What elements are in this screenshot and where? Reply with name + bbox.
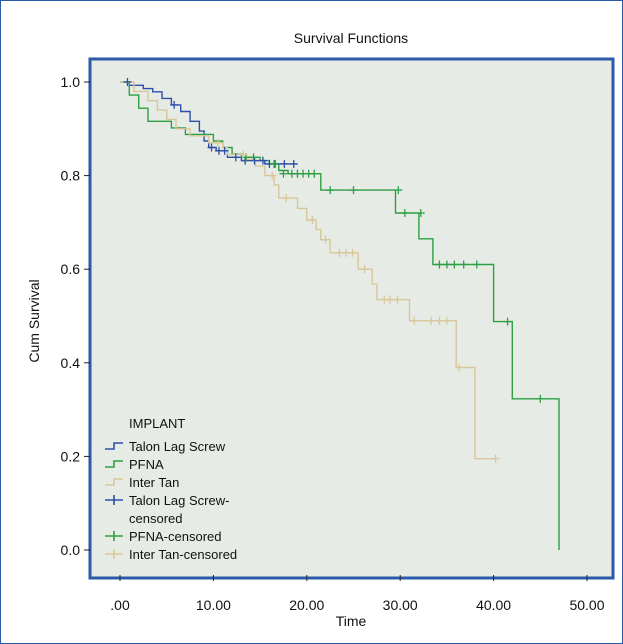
y-tick-label: 0.4 xyxy=(61,355,81,371)
x-tick-label: .00 xyxy=(110,597,130,613)
legend-title: IMPLANT xyxy=(129,416,185,431)
x-tick-label: 50.00 xyxy=(569,597,604,613)
legend-swatch-line xyxy=(105,478,123,486)
censor-mark-pfna xyxy=(279,169,288,178)
y-tick-label: 0.0 xyxy=(61,542,81,558)
x-tick-label: 20.00 xyxy=(289,597,324,613)
censor-mark-inter-tan xyxy=(410,316,419,325)
censor-mark-inter-tan xyxy=(360,265,369,274)
censor-mark-pfna xyxy=(249,153,258,162)
censor-mark-pfna xyxy=(459,260,468,269)
censor-mark-talon-lag-screw xyxy=(170,100,179,109)
axes-layer: .00 10.00 20.00 30.00 40.00 50.00 0.0 0.2 0.4 0.6… xyxy=(61,74,605,613)
censor-mark-pfna xyxy=(435,260,444,269)
legend-swatch-line xyxy=(105,442,123,450)
censor-mark-pfna xyxy=(326,186,335,195)
y-tick-label: 1.0 xyxy=(61,74,81,90)
legend-label-cont: censored xyxy=(129,511,182,526)
x-axis-label: Time xyxy=(336,613,367,629)
censor-mark-inter-tan xyxy=(268,171,277,180)
legend-swatch-line xyxy=(105,460,123,468)
legend-label: Talon Lag Screw xyxy=(129,439,226,454)
censor-mark-inter-tan xyxy=(321,235,330,244)
y-tick-label: 0.6 xyxy=(61,261,81,277)
legend-entry: PFNA xyxy=(105,457,164,472)
legend-entry: Inter Tan xyxy=(105,475,179,490)
x-tick-label: 10.00 xyxy=(196,597,231,613)
x-tick-label: 30.00 xyxy=(383,597,418,613)
censor-mark-pfna xyxy=(349,186,358,195)
series-layer xyxy=(120,78,560,550)
censor-mark-pfna xyxy=(472,260,481,269)
censor-mark-talon-lag-screw xyxy=(280,159,289,168)
legend-entry: Inter Tan-censored xyxy=(105,547,237,562)
y-axis-label: Cum Survival xyxy=(26,279,42,362)
legend-label: Inter Tan xyxy=(129,475,179,490)
legend-label: PFNA-censored xyxy=(129,529,221,544)
censor-mark-pfna xyxy=(400,209,409,218)
censor-mark-inter-tan xyxy=(308,216,317,225)
censor-mark-pfna xyxy=(442,260,451,269)
censor-mark-inter-tan xyxy=(455,363,464,372)
censor-mark-inter-tan xyxy=(348,248,357,257)
censor-mark-inter-tan xyxy=(491,454,500,463)
censor-mark-inter-tan xyxy=(385,295,394,304)
censor-mark-pfna xyxy=(503,317,512,326)
legend: IMPLANT Talon Lag Screw PFNA Inter Tan Talon… xyxy=(105,416,237,562)
y-tick-label: 0.8 xyxy=(61,168,81,184)
censor-mark-pfna xyxy=(536,394,545,403)
censor-mark-inter-tan xyxy=(239,150,248,159)
censor-mark-talon-lag-screw xyxy=(220,146,229,155)
censor-mark-pfna xyxy=(416,209,425,218)
censor-mark-inter-tan xyxy=(393,295,402,304)
censor-mark-talon-lag-screw xyxy=(207,143,216,152)
censor-mark-inter-tan xyxy=(435,316,444,325)
series-line-inter-tan xyxy=(120,81,496,460)
legend-entry: PFNA-censored xyxy=(105,529,221,544)
censor-mark-inter-tan xyxy=(214,138,223,147)
censor-mark-pfna xyxy=(270,159,279,168)
legend-label: PFNA xyxy=(129,457,164,472)
censor-mark-pfna xyxy=(450,260,459,269)
censor-mark-inter-tan xyxy=(427,316,436,325)
censor-mark-inter-tan xyxy=(442,316,451,325)
y-tick-label: 0.2 xyxy=(61,448,81,464)
censor-mark-talon-lag-screw xyxy=(123,78,132,86)
censor-mark-talon-lag-screw xyxy=(231,153,240,162)
plot-area xyxy=(88,57,615,580)
censor-mark-talon-lag-screw xyxy=(258,156,267,165)
censor-mark-pfna xyxy=(394,186,403,195)
censor-mark-inter-tan xyxy=(282,194,291,203)
legend-entry: Talon Lag Screw xyxy=(105,439,226,454)
legend-entry: Talon Lag Screw-censored xyxy=(105,493,229,526)
x-tick-label: 40.00 xyxy=(476,597,511,613)
censor-mark-pfna xyxy=(310,169,319,178)
chart-title: Survival Functions xyxy=(294,30,408,46)
legend-label: Talon Lag Screw- xyxy=(129,493,229,508)
censor-mark-talon-lag-screw xyxy=(289,159,298,168)
legend-label: Inter Tan-censored xyxy=(129,547,237,562)
